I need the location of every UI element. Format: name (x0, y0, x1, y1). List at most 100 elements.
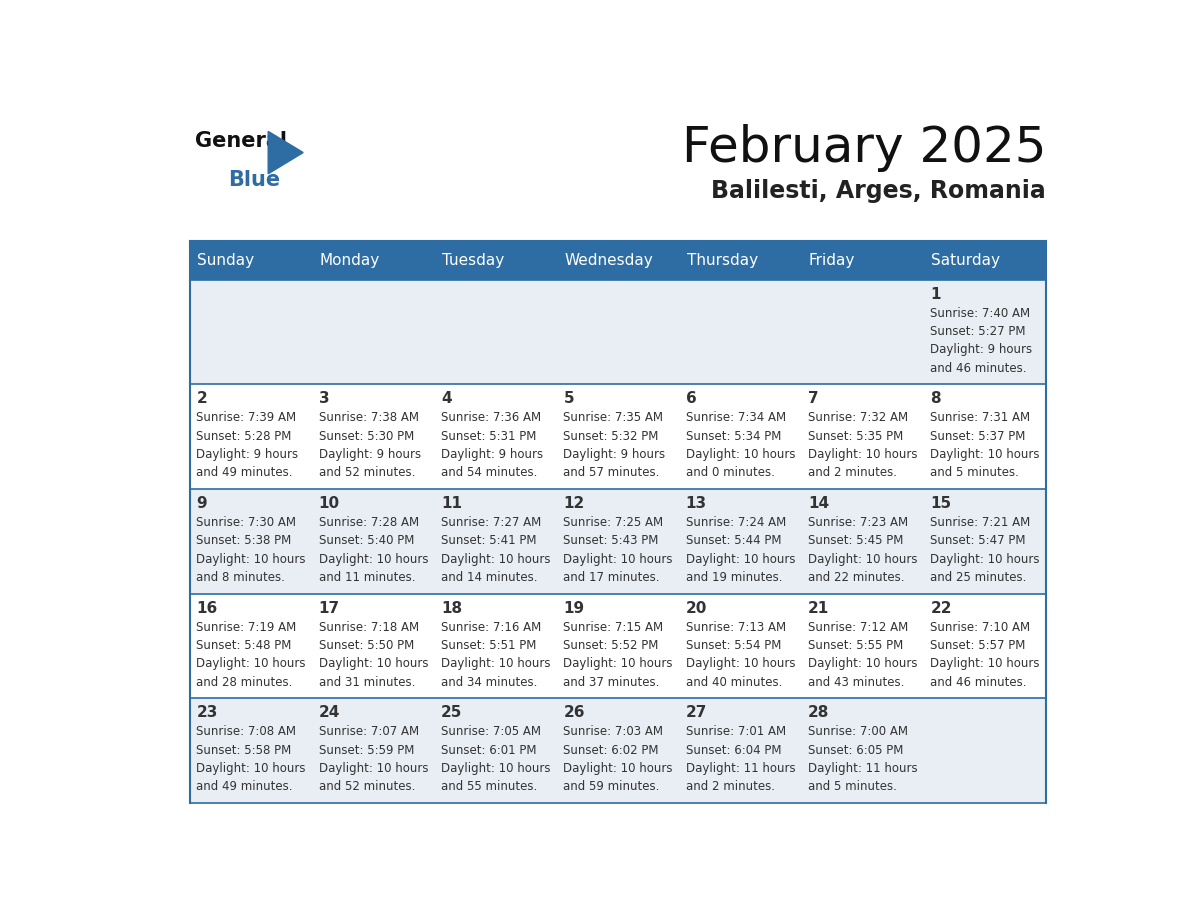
Text: Sunrise: 7:30 AM: Sunrise: 7:30 AM (196, 516, 296, 529)
FancyBboxPatch shape (557, 489, 680, 594)
Text: Daylight: 10 hours: Daylight: 10 hours (441, 657, 550, 670)
FancyBboxPatch shape (557, 699, 680, 803)
Text: Sunset: 5:31 PM: Sunset: 5:31 PM (441, 430, 537, 442)
Text: Sunrise: 7:08 AM: Sunrise: 7:08 AM (196, 725, 296, 738)
Text: February: February (190, 127, 196, 128)
FancyBboxPatch shape (312, 594, 435, 699)
FancyBboxPatch shape (924, 699, 1047, 803)
Text: Sunset: 5:59 PM: Sunset: 5:59 PM (318, 744, 415, 756)
FancyBboxPatch shape (435, 699, 557, 803)
Text: 5: 5 (563, 391, 574, 407)
Text: Daylight: 10 hours: Daylight: 10 hours (808, 657, 917, 670)
FancyBboxPatch shape (924, 594, 1047, 699)
Text: Daylight: 9 hours: Daylight: 9 hours (563, 448, 665, 461)
Text: 14: 14 (808, 496, 829, 511)
Text: Sunset: 5:38 PM: Sunset: 5:38 PM (196, 534, 291, 547)
Text: Sunrise: 7:31 AM: Sunrise: 7:31 AM (930, 411, 1030, 424)
Text: Daylight: 10 hours: Daylight: 10 hours (441, 553, 550, 565)
Text: 17: 17 (318, 600, 340, 616)
FancyBboxPatch shape (680, 594, 802, 699)
Text: and 40 minutes.: and 40 minutes. (685, 676, 782, 688)
Text: Daylight: 10 hours: Daylight: 10 hours (930, 553, 1040, 565)
Text: Sunrise: 7:10 AM: Sunrise: 7:10 AM (930, 621, 1030, 633)
Text: and 17 minutes.: and 17 minutes. (563, 571, 659, 584)
Text: and 11 minutes.: and 11 minutes. (318, 571, 415, 584)
Text: Sunrise: 7:12 AM: Sunrise: 7:12 AM (808, 621, 909, 633)
Text: Monday: Monday (320, 252, 380, 268)
Text: Daylight: 10 hours: Daylight: 10 hours (196, 657, 305, 670)
FancyBboxPatch shape (680, 699, 802, 803)
FancyBboxPatch shape (924, 241, 1047, 280)
Text: 7: 7 (808, 391, 819, 407)
Text: Sunrise: 7:24 AM: Sunrise: 7:24 AM (685, 516, 786, 529)
FancyBboxPatch shape (312, 385, 435, 489)
Text: and 46 minutes.: and 46 minutes. (930, 362, 1026, 375)
FancyBboxPatch shape (557, 241, 680, 280)
Text: Sunset: 5:28 PM: Sunset: 5:28 PM (196, 430, 292, 442)
FancyBboxPatch shape (680, 241, 802, 280)
Text: and 31 minutes.: and 31 minutes. (318, 676, 415, 688)
Text: 24: 24 (318, 705, 340, 721)
FancyBboxPatch shape (435, 594, 557, 699)
Text: and 5 minutes.: and 5 minutes. (808, 780, 897, 793)
Text: Sunset: 5:35 PM: Sunset: 5:35 PM (808, 430, 903, 442)
Text: Sunset: 5:47 PM: Sunset: 5:47 PM (930, 534, 1025, 547)
FancyBboxPatch shape (557, 594, 680, 699)
Text: Sunrise: 7:03 AM: Sunrise: 7:03 AM (563, 725, 663, 738)
Text: 16: 16 (196, 600, 217, 616)
FancyBboxPatch shape (557, 280, 680, 385)
FancyBboxPatch shape (435, 241, 557, 280)
Text: Sunset: 5:55 PM: Sunset: 5:55 PM (808, 639, 903, 652)
Text: Sunset: 5:40 PM: Sunset: 5:40 PM (318, 534, 415, 547)
Text: 23: 23 (196, 705, 217, 721)
Text: and 43 minutes.: and 43 minutes. (808, 676, 904, 688)
Text: Daylight: 10 hours: Daylight: 10 hours (196, 762, 305, 775)
Text: Sunrise: 7:00 AM: Sunrise: 7:00 AM (808, 725, 908, 738)
Text: Sunset: 6:05 PM: Sunset: 6:05 PM (808, 744, 903, 756)
Text: 4: 4 (441, 391, 451, 407)
FancyBboxPatch shape (312, 699, 435, 803)
FancyBboxPatch shape (924, 489, 1047, 594)
Text: Sunset: 5:37 PM: Sunset: 5:37 PM (930, 430, 1025, 442)
Text: and 28 minutes.: and 28 minutes. (196, 676, 292, 688)
Text: Sunrise: 7:27 AM: Sunrise: 7:27 AM (441, 516, 542, 529)
Text: Sunset: 5:58 PM: Sunset: 5:58 PM (196, 744, 291, 756)
Text: February 2025: February 2025 (682, 124, 1047, 173)
Text: Wednesday: Wednesday (564, 252, 653, 268)
FancyBboxPatch shape (680, 489, 802, 594)
Text: Daylight: 10 hours: Daylight: 10 hours (685, 553, 795, 565)
Text: Sunset: 5:32 PM: Sunset: 5:32 PM (563, 430, 658, 442)
Text: Sunset: 5:43 PM: Sunset: 5:43 PM (563, 534, 658, 547)
Text: Balilesti, Arges, Romania: Balilesti, Arges, Romania (712, 179, 1047, 204)
Text: Saturday: Saturday (931, 252, 1000, 268)
Text: Sunday: Sunday (197, 252, 254, 268)
Text: Sunrise: 7:19 AM: Sunrise: 7:19 AM (196, 621, 297, 633)
Text: Sunrise: 7:05 AM: Sunrise: 7:05 AM (441, 725, 541, 738)
Text: Friday: Friday (809, 252, 855, 268)
Text: Sunset: 6:04 PM: Sunset: 6:04 PM (685, 744, 782, 756)
Text: Sunset: 5:27 PM: Sunset: 5:27 PM (930, 325, 1025, 338)
FancyBboxPatch shape (190, 241, 312, 280)
Text: and 0 minutes.: and 0 minutes. (685, 466, 775, 479)
Text: Sunset: 6:01 PM: Sunset: 6:01 PM (441, 744, 537, 756)
Text: 12: 12 (563, 496, 584, 511)
Text: Sunrise: 7:38 AM: Sunrise: 7:38 AM (318, 411, 418, 424)
Text: and 49 minutes.: and 49 minutes. (196, 466, 293, 479)
Text: Sunrise: 7:01 AM: Sunrise: 7:01 AM (685, 725, 785, 738)
Text: Blue: Blue (228, 170, 280, 190)
FancyBboxPatch shape (680, 280, 802, 385)
Text: Sunset: 5:52 PM: Sunset: 5:52 PM (563, 639, 658, 652)
FancyBboxPatch shape (802, 280, 924, 385)
FancyBboxPatch shape (802, 241, 924, 280)
Text: Daylight: 10 hours: Daylight: 10 hours (563, 762, 672, 775)
Text: and 49 minutes.: and 49 minutes. (196, 780, 293, 793)
Text: Sunrise: 7:21 AM: Sunrise: 7:21 AM (930, 516, 1030, 529)
Text: Sunrise: 7:15 AM: Sunrise: 7:15 AM (563, 621, 663, 633)
Text: Daylight: 10 hours: Daylight: 10 hours (930, 448, 1040, 461)
FancyBboxPatch shape (190, 280, 312, 385)
Text: Daylight: 9 hours: Daylight: 9 hours (318, 448, 421, 461)
Text: Daylight: 9 hours: Daylight: 9 hours (441, 448, 543, 461)
FancyBboxPatch shape (802, 699, 924, 803)
FancyBboxPatch shape (312, 280, 435, 385)
Text: 6: 6 (685, 391, 696, 407)
